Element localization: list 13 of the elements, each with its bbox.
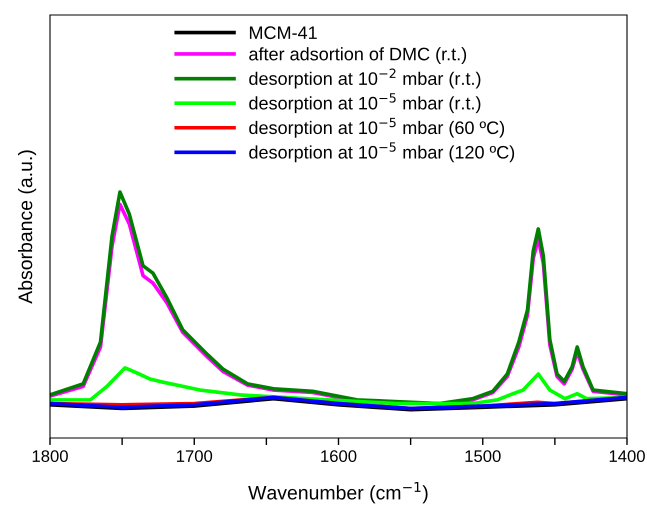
legend-label: desorption at 10$^{−5}$ mbar (120 ºC) [249,142,514,162]
legend-label: desorption at 10$^{−5}$ mbar (60 ºC) [249,118,504,138]
x-tick-label: 1500 [465,450,501,462]
x-tick-label: 1600 [321,450,356,462]
x-axis-title: Wavenumber (cm$^{−1}$) [248,482,428,504]
x-tick-label: 1800 [32,450,68,462]
legend-label: after adsortion of DMC (r.t.) [249,47,466,64]
y-axis-title: Absorbance (a.u.) [18,150,36,304]
x-tick-label: 1400 [610,450,645,462]
x-tick-label: 1700 [176,450,212,462]
legend-label: desorption at 10$^{−2}$ mbar (r.t.) [249,68,480,89]
legend-label: desorption at 10$^{−5}$ mbar (r.t.) [249,93,480,114]
legend-label: MCM-41 [250,26,317,40]
